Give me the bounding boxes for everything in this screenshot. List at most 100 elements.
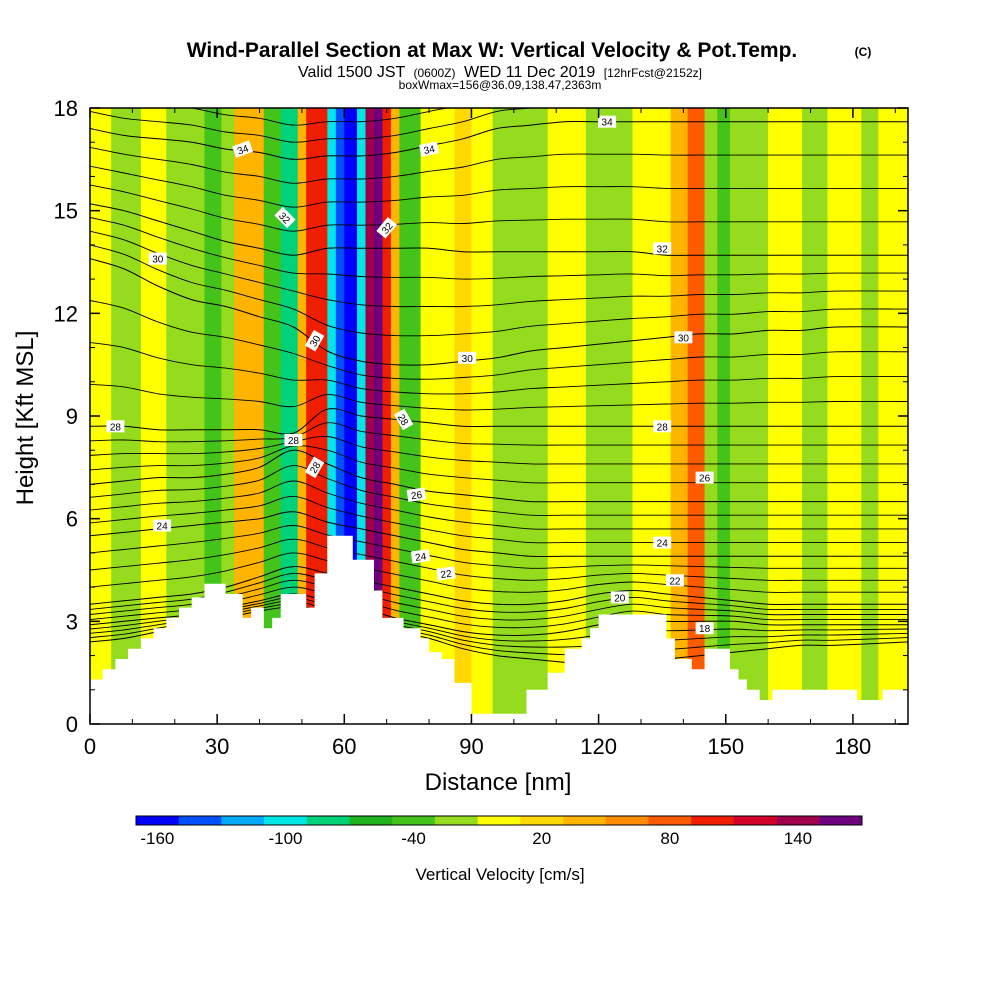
y-tick-label: 18 — [54, 96, 78, 121]
theta-contour-minor — [90, 244, 908, 337]
axes: 0 30 60 90 120 150 180 0 3 6 9 12 15 18 — [54, 96, 908, 759]
contour-label: 24 — [653, 536, 672, 550]
vertical-velocity-field — [90, 108, 908, 724]
theta-contour-minor — [90, 480, 908, 530]
contour-label-bg — [653, 420, 672, 433]
contour-label-bg — [458, 351, 477, 364]
terrain — [90, 535, 908, 724]
theta-contour-minor — [90, 383, 908, 411]
velocity-column — [704, 108, 718, 724]
colorbar-tick-label: -100 — [268, 829, 302, 848]
contour-label: 28 — [393, 408, 414, 431]
x-tick-label: 0 — [84, 734, 96, 759]
theta-contour-minor — [90, 217, 908, 280]
colorbar-title: Vertical Velocity [cm/s] — [415, 865, 584, 884]
contour-label: 20 — [610, 591, 629, 604]
colorbar-segment — [264, 816, 308, 825]
x-tick-label: 180 — [835, 734, 872, 759]
x-tick-label: 30 — [205, 734, 229, 759]
subtitle-utc: (0600Z) — [413, 66, 455, 80]
velocity-column — [111, 108, 142, 724]
contour-label-text: 20 — [614, 593, 626, 604]
contour-label-bg — [695, 471, 714, 484]
contour-label: 30 — [674, 331, 693, 344]
velocity-column — [335, 108, 345, 724]
x-tick-label: 60 — [332, 734, 356, 759]
colorbar-segment — [563, 816, 607, 825]
subtitle-prefix: Valid 1500 JST — [298, 64, 406, 81]
colorbar-segment — [221, 816, 265, 825]
velocity-column — [373, 108, 383, 724]
colorbar-segment — [648, 816, 692, 825]
contour-label-bg — [304, 329, 325, 352]
theta-contour-30 — [90, 258, 908, 366]
colorbar-tick-label: 20 — [532, 829, 551, 848]
colorbar-segment — [392, 816, 436, 825]
x-axis-label: Distance [nm] — [425, 769, 572, 796]
theta-contour-minor — [90, 422, 908, 446]
contour-label-text: 28 — [395, 413, 410, 429]
theta-contour-minor — [90, 552, 908, 593]
contour-label-bg — [153, 519, 172, 532]
theta-contour-minor — [90, 465, 908, 516]
theta-contour-minor — [90, 230, 908, 308]
contour-label: 30 — [304, 329, 325, 352]
contour-label: 22 — [665, 574, 684, 587]
velocity-column — [280, 108, 299, 724]
colorbar-segment — [306, 816, 350, 825]
velocity-column — [365, 108, 375, 724]
contour-label: 30 — [148, 252, 167, 266]
theta-contour-minor — [188, 108, 450, 126]
subtitle-date: WED 11 Dec 2019 — [464, 64, 595, 81]
velocity-column — [90, 108, 112, 724]
colorbar-segment — [691, 816, 735, 825]
contour-label: 28 — [284, 434, 303, 447]
contour-label-bg — [598, 115, 617, 128]
contour-label-bg — [653, 536, 672, 549]
contour-label: 18 — [695, 622, 714, 635]
velocity-column — [670, 108, 689, 724]
terrain-mask — [90, 535, 908, 724]
colorbar-tick-label: 140 — [784, 829, 812, 848]
contour-label-text: 30 — [152, 255, 164, 266]
velocity-column — [471, 108, 494, 724]
y-tick-label: 0 — [66, 712, 78, 737]
contour-label-text: 30 — [678, 333, 690, 344]
contour-label-text: 28 — [657, 422, 669, 433]
velocity-column — [306, 108, 328, 724]
contour-label-bg — [376, 217, 398, 239]
contour-label-text: 22 — [440, 569, 453, 582]
x-tick-label: 150 — [707, 734, 744, 759]
colorbar-segment — [605, 816, 649, 825]
contour-label-text: 30 — [462, 354, 474, 365]
contour-label-text: 26 — [410, 490, 423, 503]
contour-label: 28 — [304, 456, 325, 479]
contour-label-text: 28 — [308, 460, 323, 476]
velocity-column — [802, 108, 828, 724]
contour-label-text: 30 — [308, 334, 323, 350]
theta-contour-32 — [90, 203, 908, 256]
chart-subtitle-box: boxWmax=156@36.09,138.47,2363m — [399, 78, 602, 92]
theta-contour-minor — [90, 445, 908, 484]
contour-label-bg — [232, 140, 254, 158]
contour-label-text: 18 — [699, 624, 711, 635]
velocity-column — [263, 108, 282, 724]
velocity-column — [768, 108, 803, 724]
colorbar-segment — [434, 816, 478, 825]
contour-label-text: 24 — [657, 539, 669, 550]
colorbar-segment — [136, 816, 180, 825]
chart-title-mark: (C) — [855, 45, 872, 59]
contour-label-text: 34 — [423, 144, 437, 157]
colorbar-segment — [776, 816, 820, 825]
y-tick-label: 12 — [54, 301, 78, 326]
theta-contour-34 — [90, 120, 908, 160]
contour-label-bg — [284, 434, 303, 446]
colorbar-segment — [733, 816, 777, 825]
y-tick-label: 15 — [54, 199, 78, 224]
contour-label-text: 22 — [669, 576, 681, 587]
theta-contour-minor — [90, 184, 908, 232]
subtitle-fcst: [12hrFcst@2152z] — [604, 66, 702, 80]
colorbar-tick-label: -160 — [140, 829, 174, 848]
theta-contour-minor — [90, 341, 908, 395]
